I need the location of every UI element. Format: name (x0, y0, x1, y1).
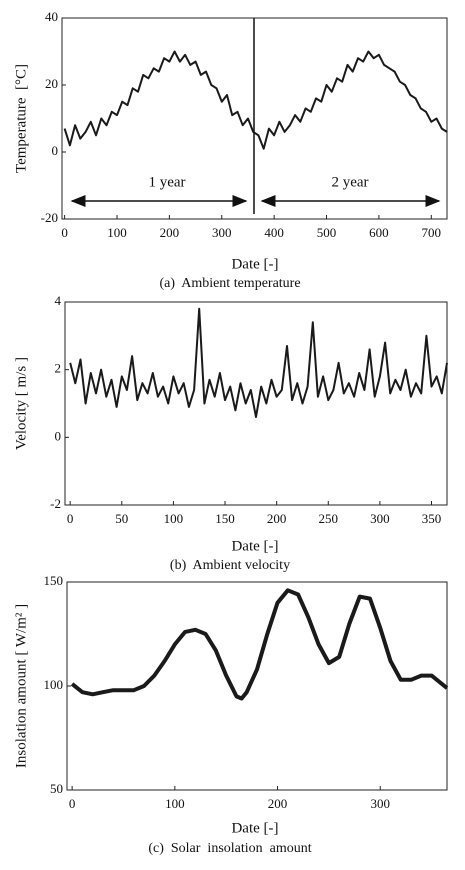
y-axis-label: Velocity [ m/s ] (13, 357, 29, 450)
x-tick-label: 200 (267, 511, 287, 526)
caption: (a) Ambient temperature (159, 276, 300, 291)
x-axis-label: Date [-] (231, 820, 278, 836)
x-tick-label: 0 (67, 511, 74, 526)
y-tick-label: 20 (45, 76, 58, 91)
data-line (63, 50, 448, 150)
y-tick-label: 4 (55, 293, 62, 308)
y-tick-label: 100 (44, 677, 64, 692)
x-tick-label: 600 (369, 225, 389, 240)
x-tick-label: 150 (215, 511, 235, 526)
y-tick-label: 0 (52, 143, 59, 158)
annotation: 2 year (331, 174, 368, 190)
x-tick-label: 250 (319, 511, 339, 526)
x-tick-label: 300 (212, 225, 232, 240)
x-tick-label: 700 (422, 225, 442, 240)
y-tick-label: 2 (55, 361, 62, 376)
plot-frame (64, 301, 448, 506)
y-axis-label: Insolation amount [ W/m² ] (13, 604, 29, 768)
x-axis-label: Date [-] (231, 256, 278, 272)
y-axis-label: Temperature [°C] (13, 64, 29, 173)
x-tick-label: 200 (268, 796, 288, 811)
y-tick-label: 40 (45, 9, 58, 24)
y-tick-label: -2 (50, 496, 61, 511)
x-tick-label: 300 (370, 511, 390, 526)
x-tick-label: 400 (264, 225, 284, 240)
plot-frame (61, 17, 448, 220)
x-tick-label: 0 (61, 225, 68, 240)
data-line (70, 588, 449, 701)
x-tick-label: 100 (107, 225, 127, 240)
annotation: 1 year (148, 174, 185, 190)
y-tick-label: -20 (41, 210, 58, 225)
x-tick-label: 350 (422, 511, 442, 526)
x-tick-label: 300 (370, 796, 390, 811)
x-axis-label: Date [-] (231, 538, 278, 554)
y-tick-label: 0 (55, 428, 62, 443)
x-tick-label: 100 (164, 511, 184, 526)
x-tick-label: 500 (317, 225, 337, 240)
y-tick-label: 50 (50, 781, 63, 796)
x-tick-label: 0 (69, 796, 76, 811)
caption: (c) Solar insolation amount (148, 841, 311, 856)
plot-frame (66, 581, 448, 791)
x-tick-label: 50 (115, 511, 128, 526)
x-tick-label: 200 (160, 225, 180, 240)
y-tick-label: 150 (44, 573, 64, 588)
caption: (b) Ambient velocity (170, 558, 290, 573)
x-tick-label: 100 (165, 796, 185, 811)
data-line (69, 307, 448, 418)
